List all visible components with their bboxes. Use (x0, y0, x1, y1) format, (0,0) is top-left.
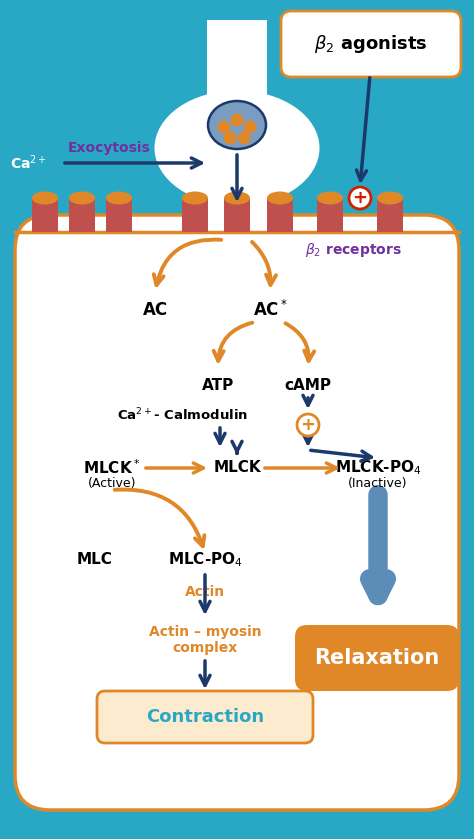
Text: (Active): (Active) (88, 477, 136, 489)
Text: AC$^*$: AC$^*$ (253, 300, 288, 320)
Circle shape (297, 414, 319, 436)
Ellipse shape (377, 191, 403, 205)
Bar (267, 198, 293, 232)
FancyBboxPatch shape (281, 11, 461, 77)
Text: AC: AC (143, 301, 168, 319)
Bar (192, 148, 282, 228)
Text: Ca$^{2+}$: Ca$^{2+}$ (10, 154, 47, 172)
Text: Exocytosis: Exocytosis (68, 141, 151, 155)
Text: Ca$^{2+}$- Calmodulin: Ca$^{2+}$- Calmodulin (118, 407, 248, 424)
FancyBboxPatch shape (295, 625, 459, 691)
FancyBboxPatch shape (15, 215, 459, 810)
Ellipse shape (208, 101, 266, 149)
Text: Actin – myosin: Actin – myosin (149, 625, 261, 639)
Ellipse shape (155, 91, 319, 206)
Ellipse shape (182, 191, 208, 205)
Ellipse shape (106, 191, 132, 205)
Ellipse shape (32, 191, 58, 205)
Text: +: + (353, 189, 367, 207)
Text: Actin: Actin (185, 585, 225, 599)
Text: Relaxation: Relaxation (314, 648, 439, 668)
Text: MLC-PO$_4$: MLC-PO$_4$ (168, 550, 242, 570)
Bar (377, 198, 403, 232)
FancyBboxPatch shape (97, 691, 313, 743)
Bar (106, 198, 132, 232)
Text: +: + (301, 416, 316, 434)
Circle shape (218, 121, 230, 133)
Text: ATP: ATP (202, 378, 234, 393)
Circle shape (349, 187, 371, 209)
Ellipse shape (69, 191, 95, 205)
Text: $\beta_2$ receptors: $\beta_2$ receptors (305, 241, 402, 259)
Circle shape (230, 113, 244, 127)
Circle shape (224, 132, 237, 144)
Bar (32, 198, 58, 232)
Text: MLCK-PO$_4$: MLCK-PO$_4$ (335, 459, 421, 477)
Bar (224, 198, 250, 232)
Text: (Inactive): (Inactive) (348, 477, 408, 489)
Bar (207, 20, 267, 165)
Text: Contraction: Contraction (146, 708, 264, 726)
Circle shape (244, 121, 256, 133)
Ellipse shape (317, 191, 343, 205)
Ellipse shape (224, 191, 250, 205)
Text: MLC: MLC (77, 553, 113, 567)
Bar (317, 198, 343, 232)
Text: MLCK: MLCK (213, 461, 261, 476)
Bar (69, 198, 95, 232)
Text: complex: complex (173, 641, 237, 655)
Text: $\beta_2$ agonists: $\beta_2$ agonists (314, 33, 428, 55)
Text: MLCK$^*$: MLCK$^*$ (83, 459, 141, 477)
Ellipse shape (267, 191, 293, 205)
Circle shape (237, 132, 250, 144)
Text: cAMP: cAMP (284, 378, 331, 393)
Bar (182, 198, 208, 232)
